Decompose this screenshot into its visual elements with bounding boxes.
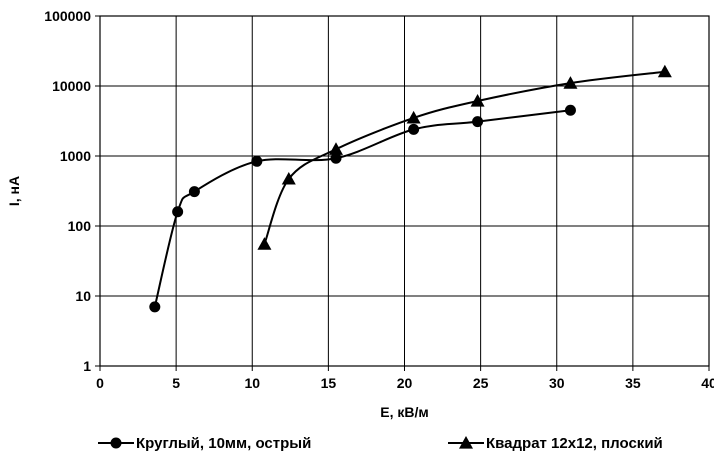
y-axis-ticks: 1 10 100 1000 10000 100000: [44, 8, 100, 374]
series-2: [257, 64, 672, 250]
x-axis-title: E, кВ/м: [380, 404, 428, 420]
x-tick-label: 20: [397, 375, 413, 391]
series-1-point: [564, 104, 576, 116]
series-1-point: [472, 116, 484, 128]
legend-item-2: Квадрат 12х12, плоский: [448, 435, 663, 452]
legend-marker: [110, 437, 122, 449]
x-tick-label: 25: [473, 375, 489, 391]
x-tick-label: 15: [321, 375, 337, 391]
y-tick-label: 100000: [44, 8, 91, 24]
series-2-point: [281, 171, 296, 185]
x-tick-label: 30: [549, 375, 565, 391]
legend: Круглый, 10мм, острый Квадрат 12х12, плос…: [98, 435, 663, 452]
y-tick-label: 10: [75, 288, 91, 304]
x-tick-label: 35: [625, 375, 641, 391]
series-2-point: [657, 64, 672, 78]
y-tick-label: 100: [68, 218, 92, 234]
series-2-point: [470, 94, 485, 107]
series-1-point: [149, 301, 161, 313]
series-2-point: [406, 110, 421, 124]
series-1-line: [153, 109, 571, 308]
series-2-point: [563, 76, 578, 89]
series-1-point: [408, 123, 420, 135]
series-1-point: [188, 186, 200, 198]
legend-label: Круглый, 10мм, острый: [136, 435, 311, 452]
series-1-point: [172, 206, 184, 218]
series-1-point: [330, 152, 342, 164]
legend-marker: [459, 436, 473, 449]
y-axis-title: I, нА: [6, 176, 22, 206]
series-2-line: [263, 70, 665, 245]
x-tick-label: 10: [244, 375, 260, 391]
series-2-point: [328, 142, 343, 155]
x-axis-ticks: 0 5 10 15 20 25 30 35 40: [96, 366, 714, 391]
x-tick-label: 40: [701, 375, 714, 391]
series-1-point: [251, 155, 263, 167]
y-tick-label: 1: [83, 358, 91, 374]
series-layer: [149, 64, 672, 313]
legend-label: Квадрат 12х12, плоский: [486, 435, 663, 452]
series-2-point: [257, 237, 272, 250]
series-1: [149, 104, 576, 313]
grid: [100, 16, 709, 366]
y-tick-label: 10000: [52, 78, 91, 94]
x-tick-label: 0: [96, 375, 104, 391]
y-tick-label: 1000: [60, 148, 91, 164]
x-tick-label: 5: [172, 375, 180, 391]
legend-item-1: Круглый, 10мм, острый: [98, 435, 311, 452]
